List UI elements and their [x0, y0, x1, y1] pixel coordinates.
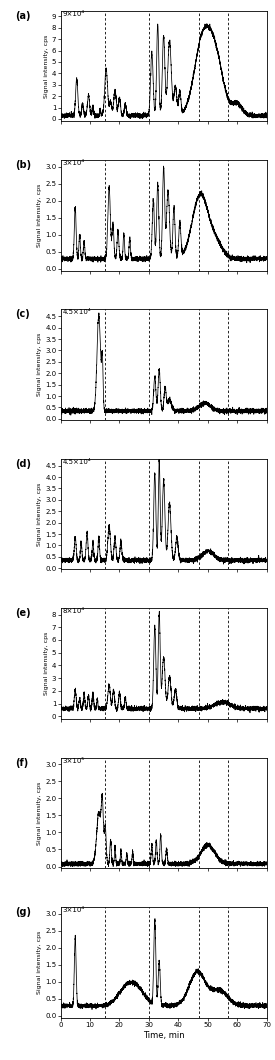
- Text: (g): (g): [15, 907, 31, 917]
- Text: (d): (d): [15, 459, 31, 469]
- Text: (a): (a): [15, 11, 31, 20]
- Text: 3×10⁴: 3×10⁴: [63, 907, 85, 913]
- Y-axis label: Signal intensity, cps: Signal intensity, cps: [37, 482, 42, 546]
- Y-axis label: Signal intensity, cps: Signal intensity, cps: [37, 183, 42, 247]
- X-axis label: Time, min: Time, min: [143, 1030, 185, 1040]
- Text: 8×10⁴: 8×10⁴: [63, 608, 85, 614]
- Y-axis label: Signal intensity, cps: Signal intensity, cps: [44, 34, 49, 98]
- Y-axis label: Signal intensity, cps: Signal intensity, cps: [37, 333, 42, 396]
- Text: 3×10⁴: 3×10⁴: [63, 160, 85, 166]
- Y-axis label: Signal intensity, cps: Signal intensity, cps: [44, 632, 49, 695]
- Text: (f): (f): [15, 758, 28, 767]
- Text: 4.5×10⁴: 4.5×10⁴: [63, 459, 91, 464]
- Y-axis label: Signal intensity, cps: Signal intensity, cps: [37, 781, 42, 845]
- Text: 3×10⁵: 3×10⁵: [63, 758, 85, 763]
- Text: 9×10⁴: 9×10⁴: [63, 11, 85, 17]
- Y-axis label: Signal intensity, cps: Signal intensity, cps: [37, 931, 42, 994]
- Text: (b): (b): [15, 160, 31, 170]
- Text: (e): (e): [15, 608, 31, 618]
- Text: (c): (c): [15, 310, 30, 319]
- Text: 4.5×10⁴: 4.5×10⁴: [63, 310, 91, 316]
